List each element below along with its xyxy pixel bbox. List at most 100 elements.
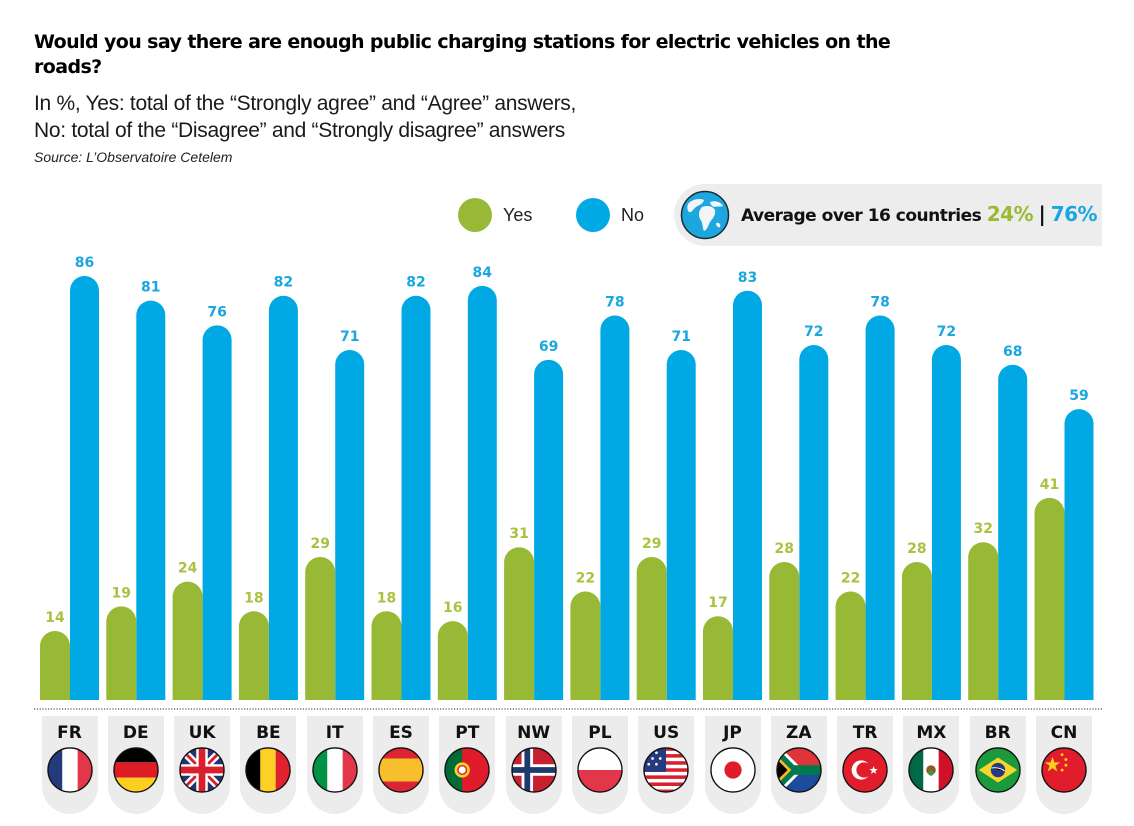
italy-flag-icon (311, 747, 358, 793)
value-label-no: 72 (804, 324, 823, 340)
value-label-yes: 29 (310, 536, 329, 552)
china-flag-icon (1041, 747, 1087, 793)
country-code-label: UK (188, 723, 216, 743)
bars-layer: 86 14 81 19 76 24 82 18 71 29 82 18 84 16 69 31 78 22 71 29… (40, 255, 1094, 700)
value-label-yes: 31 (509, 526, 528, 542)
bar-yes (570, 591, 601, 700)
bar-yes (901, 561, 932, 700)
usa-flag-icon (643, 747, 689, 793)
bar-yes (636, 557, 667, 700)
bar-no (467, 285, 497, 700)
legend-swatch-yes (458, 198, 492, 232)
country-code-label: FR (57, 723, 82, 743)
bar-group-za: 72 28 (769, 324, 829, 700)
bar-group-tr: 78 22 (835, 294, 895, 700)
value-label-yes: 22 (841, 571, 860, 587)
bar-yes (305, 557, 336, 700)
country-code-label: ES (389, 723, 413, 743)
average-separator: | (1038, 202, 1046, 226)
uk-flag-icon (179, 747, 225, 793)
legend-item-no: No (576, 198, 644, 232)
bar-no (799, 345, 829, 700)
bar-yes (172, 581, 203, 700)
poland-flag-icon (577, 747, 623, 793)
portugal-flag-icon (444, 747, 491, 793)
value-label-no: 78 (870, 294, 889, 310)
legend-label-no: No (621, 204, 645, 225)
bar-no (666, 349, 696, 700)
value-label-no: 82 (274, 275, 293, 291)
bar-yes (1034, 497, 1065, 700)
bar-yes (238, 611, 269, 700)
subtitle-line-yes: In %, Yes: total of the “Strongly agree”… (34, 92, 577, 115)
bar-yes (703, 616, 733, 700)
country-code-label: BR (984, 723, 1011, 743)
bar-yes (504, 547, 535, 700)
value-label-no: 69 (539, 339, 558, 355)
value-label-no: 84 (473, 265, 493, 281)
value-label-no: 71 (671, 329, 690, 345)
average-no-value: 76% (1050, 202, 1098, 226)
bar-group-es: 82 18 (371, 275, 431, 700)
bar-yes (106, 606, 137, 700)
bar-group-nw: 69 31 (504, 339, 564, 700)
bar-no (865, 315, 895, 700)
country-code-label: ZA (786, 723, 812, 743)
subtitle-line-no: No: total of the “Disagree” and “Strongl… (34, 119, 565, 142)
bar-no (202, 325, 232, 700)
value-label-yes: 32 (973, 521, 992, 537)
bar-group-jp: 83 17 (703, 270, 762, 700)
bar-group-cn: 59 41 (1034, 388, 1094, 700)
value-label-yes: 41 (1040, 477, 1059, 493)
value-label-no: 82 (406, 275, 425, 291)
value-label-no: 71 (340, 329, 359, 345)
france-flag-icon (46, 747, 93, 793)
bar-group-us: 71 29 (636, 329, 696, 700)
bar-no (335, 349, 365, 700)
value-label-yes: 19 (112, 585, 131, 601)
country-code-label: MX (916, 723, 947, 743)
south-africa-flag-icon (776, 747, 822, 793)
value-label-no: 86 (75, 255, 94, 271)
bar-group-mx: 72 28 (901, 324, 961, 700)
bar-no (268, 295, 298, 700)
chart-source: Source: L’Observatoire Cetelem (34, 149, 233, 165)
value-label-no: 78 (605, 294, 624, 310)
bar-group-pl: 78 22 (570, 294, 630, 700)
value-label-yes: 18 (244, 590, 263, 606)
bar-group-be: 82 18 (238, 275, 298, 700)
bar-no (1064, 409, 1094, 700)
bar-yes (835, 591, 866, 700)
average-box (674, 184, 1102, 246)
turkey-flag-icon (842, 747, 888, 793)
bar-no (600, 315, 630, 700)
value-label-yes: 24 (178, 561, 198, 577)
bar-yes (968, 542, 999, 700)
bar-group-fr: 86 14 (40, 255, 99, 700)
value-label-no: 81 (141, 280, 160, 296)
legend-swatch-no (576, 198, 610, 232)
value-label-yes: 22 (576, 571, 595, 587)
average-yes-value: 24% (986, 202, 1034, 226)
value-label-yes: 29 (642, 536, 661, 552)
bar-no (998, 364, 1028, 700)
value-label-no: 83 (738, 270, 757, 286)
value-label-no: 59 (1069, 388, 1088, 404)
japan-flag-icon (709, 747, 756, 793)
bar-group-br: 68 32 (968, 344, 1028, 700)
country-code-label: US (653, 723, 680, 743)
country-code-label: IT (325, 723, 344, 743)
bar-group-it: 71 29 (305, 329, 365, 700)
bar-group-uk: 76 24 (172, 304, 232, 700)
country-code-label: JP (723, 723, 742, 743)
bar-no (931, 345, 961, 700)
mexico-flag-icon (908, 747, 955, 793)
country-code-label: PL (588, 723, 612, 743)
country-code-label: NW (517, 723, 551, 743)
norway-flag-icon (510, 747, 557, 793)
average-summary: Average over 16 countries 24% | 76% (741, 202, 1098, 226)
bar-yes (437, 621, 468, 700)
value-label-yes: 16 (443, 600, 462, 616)
chart-subtitle: In %, Yes: total of the “Strongly agree”… (34, 90, 576, 144)
